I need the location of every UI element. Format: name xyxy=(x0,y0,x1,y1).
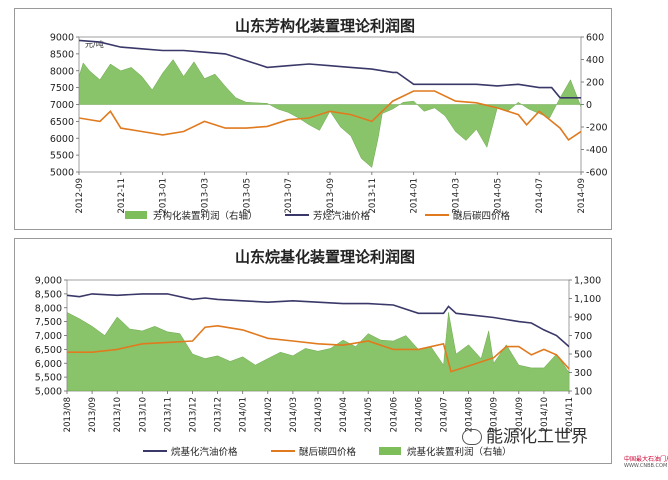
x-tick-label: 2014/03 xyxy=(289,397,299,432)
y-left-tick-label: 7500 xyxy=(50,83,74,94)
y-left-tick-label: 6000 xyxy=(50,134,74,145)
legend-label: 芳构化装置利润（右轴） xyxy=(153,210,258,222)
y-right-tick-label: 0 xyxy=(586,100,592,111)
x-tick-label: 2014/06 xyxy=(414,397,424,432)
y-left-tick-label: 7000 xyxy=(50,100,74,111)
y-right-tick-label: -200 xyxy=(586,123,608,134)
y-right-tick-label: 1,300 xyxy=(574,276,601,287)
x-tick-label: 2013-01 xyxy=(159,178,169,214)
x-tick-label: 2014-07 xyxy=(535,178,545,214)
legend-label: 芳烃汽油价格 xyxy=(313,210,371,222)
x-tick-label: 2013/10 xyxy=(138,397,148,432)
c4-price-line xyxy=(67,324,569,373)
x-tick-label: 2014/09 xyxy=(515,397,525,432)
legend-label: 烷基化汽油价格 xyxy=(171,446,238,458)
watermark: 能源化工世界 xyxy=(462,422,588,447)
legend-label: 醚后碳四价格 xyxy=(299,446,357,458)
y-left-tick-label: 8000 xyxy=(50,66,74,77)
legend-swatch-profit xyxy=(125,211,147,219)
y-left-tick-label: 5,000 xyxy=(35,387,62,398)
y-left-tick-label: 9,000 xyxy=(35,276,62,287)
alkylation-chart: 山东烷基化装置理论利润图 5,000 5,500 6,000 6,500 7,000 7,5… xyxy=(35,248,601,458)
x-tick-label: 2014/09 xyxy=(490,397,500,432)
x-tick-label: 2014/01 xyxy=(239,397,249,432)
y-right-tick-label: 100 xyxy=(574,387,592,398)
y-right-tick-label: 400 xyxy=(586,55,604,66)
corner-logo-top: 中国最大石油门户 xyxy=(624,456,668,463)
x-tick-label: 2013-09 xyxy=(326,178,336,214)
y-right-tick-label: 200 xyxy=(586,78,604,89)
x-tick-label: 2013/12 xyxy=(189,397,199,432)
c4-price-line xyxy=(79,90,581,141)
corner-logo: 中国最大石油门户 WWW.CNBB.COM xyxy=(624,456,668,478)
gasoline-price-line xyxy=(67,293,569,348)
y-left-tick-label: 7,500 xyxy=(35,317,62,328)
x-tick-label: 2014/02 xyxy=(264,397,274,432)
wechat-icon xyxy=(462,429,482,445)
x-tick-label: 2014/08 xyxy=(465,397,475,432)
legend-label: 醚后碳四价格 xyxy=(453,210,511,222)
watermark-text: 能源化工世界 xyxy=(486,427,588,447)
gasoline-price-line xyxy=(79,39,581,99)
y-right-tick-label: 500 xyxy=(574,350,592,361)
x-tick-label: 2012-09 xyxy=(75,178,85,214)
y-right-tick-label: 700 xyxy=(574,331,592,342)
y-right-tick-label: 900 xyxy=(574,313,592,324)
y-right-tick-label: 300 xyxy=(574,368,592,379)
x-tick-label: 2013/11 xyxy=(163,397,173,432)
profit-area-series xyxy=(67,312,569,391)
x-tick-label: 2013/12 xyxy=(214,397,224,432)
x-tick-label: 2013/08 xyxy=(63,397,73,432)
y-left-tick-label: 5,500 xyxy=(35,373,62,384)
y-left-tick-label: 5000 xyxy=(50,168,74,179)
x-tick-label: 2013/09 xyxy=(88,397,98,432)
x-tick-label: 2014-05 xyxy=(493,178,503,214)
y-left-tick-label: 8,000 xyxy=(35,303,62,314)
x-tick-label: 2014/11 xyxy=(565,397,575,432)
unit-label: 元/吨 xyxy=(85,39,104,49)
chart-title: 山东芳构化装置理论利润图 xyxy=(235,17,415,35)
x-tick-label: 2014/05 xyxy=(364,397,374,432)
x-tick-label: 2014/04 xyxy=(339,397,349,432)
y-right-tick-label: 1,100 xyxy=(574,294,601,305)
y-right-tick-label: -600 xyxy=(586,168,608,179)
x-tick-label: 2013-11 xyxy=(368,178,378,214)
x-tick-label: 2014-09 xyxy=(577,178,587,214)
y-right-tick-label: 600 xyxy=(586,33,604,44)
aromatization-chart-panel: 山东芳构化装置理论利润图 元/吨 5000 5500 6000 6500 7000 7500 8… xyxy=(14,8,612,230)
y-left-tick-label: 6,500 xyxy=(35,345,62,356)
x-tick-label: 2013/10 xyxy=(113,397,123,432)
y-right-tick-label: -400 xyxy=(586,145,608,156)
x-tick-label: 2014-01 xyxy=(410,178,420,214)
y-left-tick-label: 8500 xyxy=(50,49,74,60)
x-tick-label: 2013-05 xyxy=(242,178,252,214)
x-tick-label: 2014/03 xyxy=(314,397,324,432)
alkylation-chart-panel: 山东烷基化装置理论利润图 5,000 5,500 6,000 6,500 7,000 7,5… xyxy=(14,238,612,464)
legend-label: 烷基化装置利润（右轴） xyxy=(407,446,512,458)
y-left-tick-label: 6500 xyxy=(50,117,74,128)
legend-swatch-profit xyxy=(379,447,401,455)
y-left-tick-label: 7,000 xyxy=(35,331,62,342)
y-left-tick-label: 5500 xyxy=(50,151,74,162)
x-tick-label: 2014/10 xyxy=(540,397,550,432)
x-tick-label: 2014/06 xyxy=(389,397,399,432)
chart-title: 山东烷基化装置理论利润图 xyxy=(235,248,415,266)
x-tick-label: 2013-03 xyxy=(201,178,211,214)
y-left-tick-label: 6,000 xyxy=(35,359,62,370)
x-tick-label: 2013-07 xyxy=(284,178,294,214)
x-tick-label: 2012-11 xyxy=(117,178,127,214)
x-tick-label: 2014-03 xyxy=(452,178,462,214)
y-left-tick-label: 9000 xyxy=(50,33,74,44)
y-left-tick-label: 8,500 xyxy=(35,289,62,300)
aromatization-chart: 山东芳构化装置理论利润图元/吨5000550060006500700075008… xyxy=(50,17,608,222)
x-tick-label: 2014/07 xyxy=(440,397,450,432)
corner-logo-bottom: WWW.CNBB.COM xyxy=(624,463,668,469)
